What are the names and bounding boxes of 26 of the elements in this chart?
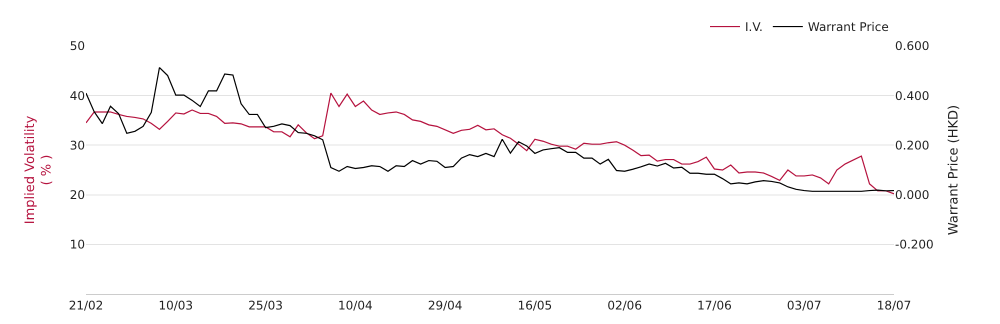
x-tick-label: 18/07 <box>876 298 912 312</box>
y-tick-label: 40 <box>70 88 85 103</box>
y-tick-label: 10 <box>70 238 85 252</box>
y2-tick-label: 0.400 <box>895 88 930 103</box>
y2-tick-label: 0.600 <box>895 39 930 54</box>
y2-tick-label: -0.200 <box>895 238 934 252</box>
x-tick-label: 16/05 <box>518 298 552 312</box>
x-tick-label: 03/07 <box>786 298 822 312</box>
legend-label: Warrant Price <box>808 20 889 34</box>
y2-axis-title: Warrant Price (HKD) <box>946 104 962 236</box>
x-tick-label: 10/04 <box>338 298 373 312</box>
line-series <box>86 66 894 192</box>
y2-tick-label: 0.000 <box>895 188 930 202</box>
line-series <box>86 92 894 194</box>
y-tick-label: 50 <box>70 39 85 54</box>
y-axis-title: Implied Volatility ( % ) <box>22 115 55 224</box>
x-tick-label: 10/03 <box>158 298 194 312</box>
x-tick-label: 29/04 <box>428 298 462 312</box>
y-tick-label: 20 <box>70 188 85 202</box>
x-tick-label: 17/06 <box>697 298 732 312</box>
x-tick-label: 25/03 <box>248 298 283 312</box>
y-tick-label: 30 <box>70 138 85 152</box>
legend-label: I.V. <box>745 20 763 34</box>
x-tick-label: 21/02 <box>68 298 104 312</box>
y2-tick-label: 0.200 <box>895 138 930 152</box>
x-tick-label: 02/06 <box>607 298 642 312</box>
